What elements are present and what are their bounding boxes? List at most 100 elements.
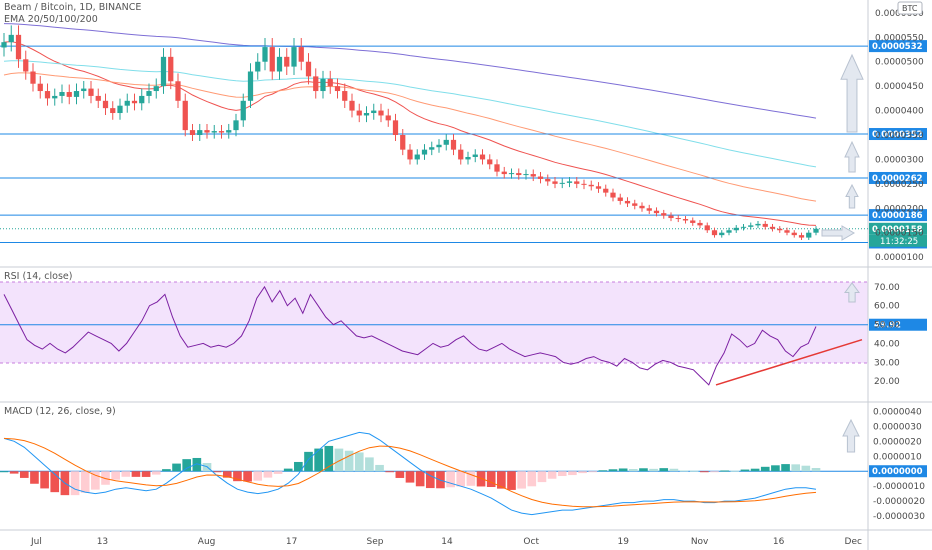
time-tick-label: Nov <box>691 537 709 547</box>
macd-tick-label: -0.0000010 <box>873 482 925 492</box>
macd-histogram-bar <box>547 471 557 479</box>
macd-zero-tag <box>869 465 927 478</box>
rsi-tick-label: 40.00 <box>874 339 900 349</box>
macd-histogram-bar <box>669 468 679 472</box>
candle-body <box>726 230 732 233</box>
candle-body <box>182 100 188 131</box>
macd-histogram-bar <box>111 471 120 480</box>
price-tick-label: 0.0000500 <box>875 58 924 68</box>
candle-body <box>566 181 573 183</box>
candle-body <box>704 225 710 231</box>
last-price-label: 0.0000158 <box>872 225 923 235</box>
macd-tick-label: 0.0000040 <box>873 407 922 417</box>
macd-histogram-bar <box>131 471 141 477</box>
countdown-label: 11:32:25 <box>880 237 918 247</box>
macd-histogram-bar <box>730 470 740 472</box>
candle-body <box>545 178 551 182</box>
macd-histogram-bar <box>598 470 608 472</box>
time-tick-label: Dec <box>845 537 862 547</box>
macd-histogram-bar <box>760 466 770 472</box>
candle-body <box>240 100 246 121</box>
price-tick-label: 0.0000100 <box>875 253 924 263</box>
annotation-arrows[interactable] <box>821 53 864 453</box>
candle-body <box>813 228 819 233</box>
candle-body <box>23 59 29 72</box>
macd-histogram-bar <box>141 471 151 477</box>
candle-body <box>44 91 51 99</box>
candle-body <box>400 135 406 150</box>
price-tick-label: 0.0000250 <box>875 180 924 190</box>
candle-body <box>769 226 776 229</box>
macd-histogram-bar <box>771 465 780 472</box>
rsi-tick-label: 20.00 <box>874 377 900 387</box>
ema20-line <box>3 40 817 226</box>
candle-body <box>371 110 377 114</box>
macd-histogram-bar <box>801 465 811 472</box>
candle-body <box>284 56 290 67</box>
symbol-title[interactable]: Beam / Bitcoin, 1D, BINANCE <box>4 2 141 13</box>
candle-body <box>102 100 109 109</box>
price-level-label: 0.0000186 <box>872 211 923 221</box>
candle-body <box>603 188 609 193</box>
ema-label[interactable]: EMA 20/50/100/200 <box>4 14 98 25</box>
macd-histogram-bar <box>50 471 60 493</box>
macd-histogram-bar <box>151 471 161 475</box>
time-tick-label: 14 <box>441 537 453 547</box>
macd-histogram-bar <box>750 468 760 472</box>
time-tick-label: 19 <box>617 537 629 547</box>
price-tick-label: 0.0000150 <box>875 229 924 239</box>
candle-body <box>624 200 631 204</box>
candle-body <box>798 235 805 238</box>
macd-histogram-bar <box>740 469 750 472</box>
time-tick-label: Oct <box>523 537 539 547</box>
macd-histogram-bar <box>415 471 425 487</box>
macd-histogram-bar <box>446 471 455 488</box>
rsi-tick-label: 60.00 <box>874 302 900 312</box>
candle-body <box>320 78 326 92</box>
macd-histogram-bar <box>91 471 100 490</box>
candle-body <box>168 56 174 82</box>
candle-body <box>298 47 304 62</box>
candle-body <box>479 154 486 160</box>
candle-body <box>313 76 319 92</box>
candle-body <box>617 197 623 201</box>
candle-body <box>153 86 159 92</box>
macd-histogram-bar <box>405 471 415 483</box>
macd-histogram-bar <box>710 471 719 473</box>
candle-body <box>436 144 442 148</box>
horizontal-levels[interactable]: 0.00005320.00003520.00002620.00001860.00… <box>0 40 927 249</box>
candle-body <box>8 34 14 43</box>
macd-histogram-bar <box>385 471 395 473</box>
macd-histogram-bar <box>222 471 232 478</box>
macd-histogram-bar <box>324 445 334 472</box>
macd-histogram-bar <box>365 457 374 472</box>
countdown-tag <box>869 234 927 247</box>
time-tick-label: 13 <box>97 537 108 547</box>
macd-line <box>3 431 817 516</box>
rsi-tick-label: 50.00 <box>874 321 900 331</box>
candle-body <box>189 130 196 135</box>
up-arrow-icon <box>842 418 860 453</box>
macd-histogram-bar <box>304 451 313 472</box>
right-arrow-icon <box>821 225 855 241</box>
macd-histogram-bar <box>101 471 110 485</box>
candle-body <box>30 71 36 84</box>
candle-body <box>226 130 232 133</box>
price-tick-label: 0.0000350 <box>875 131 924 141</box>
macd-zero-label: 0.0000000 <box>872 467 923 477</box>
up-arrow-icon <box>844 140 860 173</box>
macd-histogram-bar <box>182 459 192 472</box>
macd-histogram-bar <box>263 471 273 478</box>
macd-histogram-bar <box>568 471 577 476</box>
macd-histogram-bar <box>649 468 658 472</box>
macd-histogram-bar <box>70 471 80 496</box>
rsi-pane: 49.92 70.00 60.00 50.00 40.00 30.00 20.00 <box>0 283 927 387</box>
macd-histogram-bar <box>618 468 628 472</box>
macd-label[interactable]: MACD (12, 26, close, 9) <box>4 406 116 417</box>
rsi-tick-label: 70.00 <box>874 283 900 293</box>
rsi-label[interactable]: RSI (14, close) <box>4 271 72 282</box>
currency-badge[interactable] <box>897 1 923 15</box>
candle-body <box>385 115 391 121</box>
time-tick-label: 16 <box>773 537 785 547</box>
